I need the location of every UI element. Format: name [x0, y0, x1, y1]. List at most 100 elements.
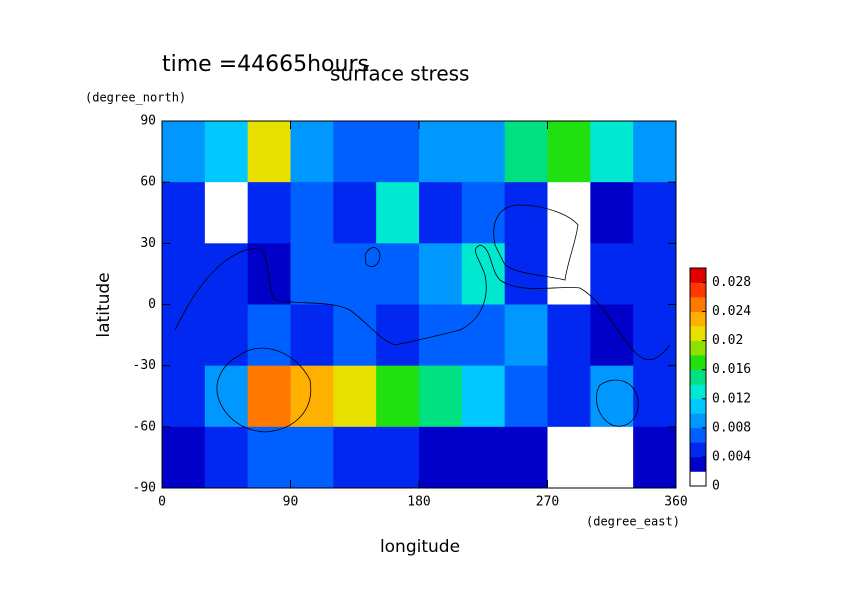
colorbar-swatch — [690, 355, 706, 371]
x-tick-label: 0 — [158, 495, 166, 510]
cell — [247, 243, 291, 305]
cell — [590, 121, 634, 183]
cell — [333, 426, 377, 489]
cell — [461, 182, 506, 244]
cell — [204, 365, 249, 428]
cell — [547, 182, 591, 244]
cell — [290, 304, 334, 367]
colorbar-tick-label: 0.024 — [712, 304, 751, 319]
colorbar-swatch — [690, 297, 706, 312]
coastline — [493, 204, 579, 281]
field — [162, 121, 677, 489]
colorbar-swatch — [690, 340, 706, 356]
cell — [633, 304, 677, 367]
cell — [461, 304, 506, 367]
colorbar-tick-label: 0.028 — [712, 275, 751, 290]
y-tick-label: -90 — [133, 481, 156, 496]
colorbar-swatch — [690, 456, 706, 472]
coastlines — [174, 204, 671, 433]
cell — [419, 365, 463, 428]
cell — [333, 121, 377, 183]
chart-title: surface stress — [330, 62, 469, 86]
colorbar-swatch — [690, 326, 706, 341]
coastline — [364, 247, 381, 267]
cell — [547, 121, 591, 183]
colorbar-swatch — [690, 398, 706, 414]
cell — [461, 243, 506, 305]
cell — [419, 426, 463, 489]
cell — [162, 243, 206, 305]
cell — [204, 304, 249, 367]
cell — [590, 243, 634, 305]
cell — [590, 182, 634, 244]
cell — [162, 365, 206, 428]
y-tick-label: 90 — [140, 114, 156, 129]
y-tick-label: 30 — [140, 236, 156, 251]
cell — [290, 243, 334, 305]
x-unit: (degree_east) — [586, 515, 680, 529]
cell — [461, 426, 506, 489]
cell — [333, 304, 377, 367]
y-unit: (degree_north) — [85, 91, 186, 105]
y-tick-label: -30 — [133, 358, 156, 373]
cell — [290, 426, 334, 489]
cell — [590, 365, 634, 428]
cell — [547, 426, 591, 489]
cell — [162, 304, 206, 367]
cell — [504, 182, 548, 244]
cell — [376, 426, 420, 489]
coastline — [596, 379, 639, 427]
colorbar-tick-label: 0 — [712, 479, 720, 494]
cell — [633, 121, 677, 183]
cell — [247, 182, 291, 244]
cell — [204, 182, 249, 244]
cell — [333, 182, 377, 244]
cell — [333, 365, 377, 428]
y-tick-label: 0 — [148, 297, 156, 312]
cell — [590, 426, 634, 489]
cell — [633, 182, 677, 244]
colorbar-tick-label: 0.004 — [712, 449, 751, 464]
colorbar-tick-label: 0.012 — [712, 391, 751, 406]
cell — [547, 365, 591, 428]
cell — [504, 243, 548, 305]
cell — [419, 243, 463, 305]
cell — [204, 426, 249, 489]
colorbar-swatch — [690, 268, 706, 283]
colorbar-tick-label: 0.008 — [712, 420, 751, 435]
cell — [290, 365, 334, 428]
cell — [376, 365, 420, 428]
colorbar-tick-label: 0.016 — [712, 362, 751, 377]
y-axis-label: latitude — [94, 272, 114, 337]
cell — [376, 121, 420, 183]
cell — [419, 182, 463, 244]
cell — [547, 304, 591, 367]
cell — [333, 243, 377, 305]
axes: 0 90 180 270 360 -90 -60 -30 0 30 60 90 — [133, 114, 688, 510]
colorbar-tick-label: 0.02 — [712, 333, 743, 348]
cell — [247, 121, 291, 183]
cell — [376, 304, 420, 367]
y-tick-label: 60 — [140, 175, 156, 190]
y-tick-label: -60 — [133, 419, 156, 434]
cell — [419, 304, 463, 367]
colorbar-swatch — [690, 442, 706, 458]
cell — [419, 121, 463, 183]
cell — [633, 365, 677, 428]
cell — [247, 365, 291, 428]
cell — [290, 121, 334, 183]
colorbar-frame — [689, 267, 707, 487]
cell — [247, 304, 291, 367]
x-tick-label: 180 — [407, 495, 430, 510]
cell — [461, 121, 506, 183]
cell — [504, 121, 548, 183]
colorbar-swatch — [690, 311, 706, 327]
cell — [547, 243, 591, 305]
cell — [290, 182, 334, 244]
cell — [504, 365, 548, 428]
cell — [633, 243, 677, 305]
cell — [162, 426, 206, 489]
colorbar-swatch — [690, 471, 706, 487]
chart-subtitle: time =44665hours — [162, 52, 369, 77]
